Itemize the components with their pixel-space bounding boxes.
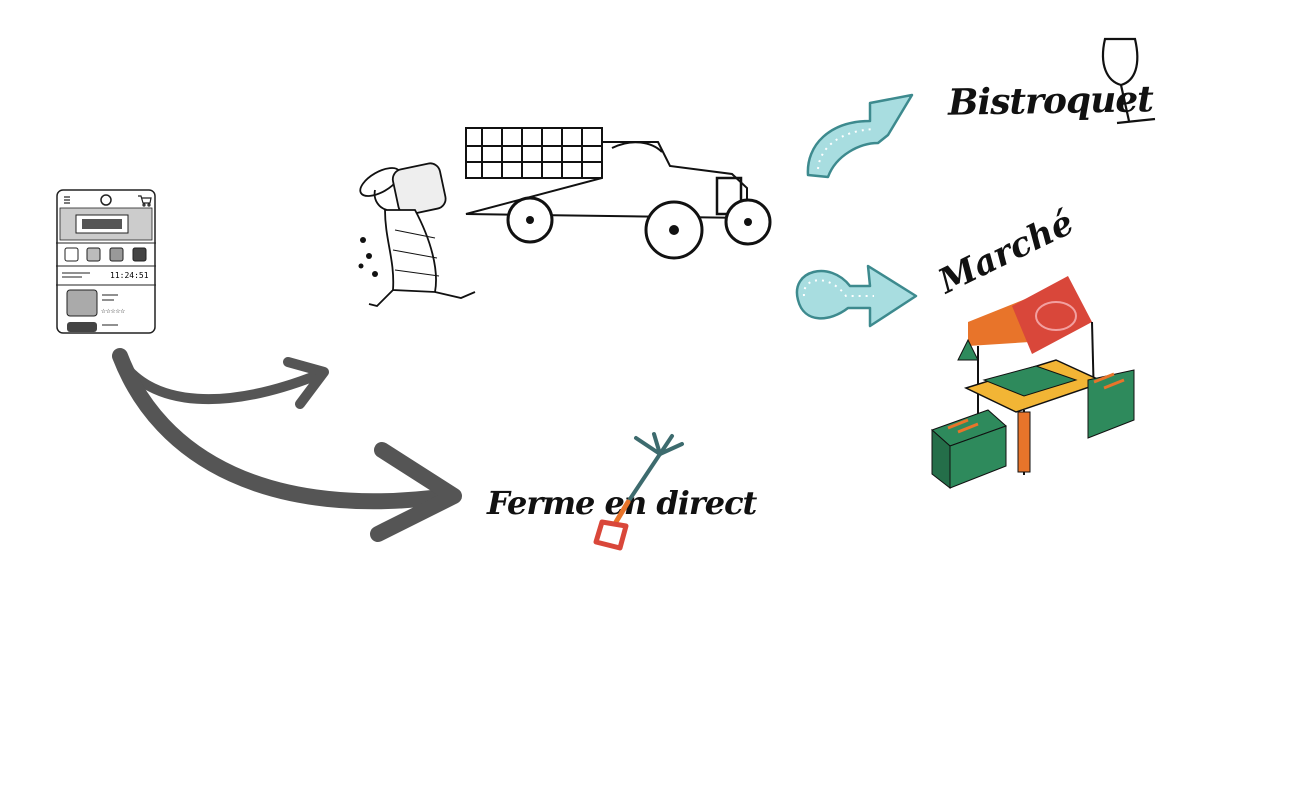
pitchfork-icon (593, 432, 684, 551)
phone-clock: 11:24:51 (110, 271, 149, 280)
arrow-to-bistroquet (806, 93, 914, 179)
farmer-illustration (358, 162, 476, 307)
arrow-to-ferme (112, 348, 462, 542)
logo-icon (100, 194, 112, 206)
cart-icon (138, 195, 152, 207)
phone-app-mockup: 11:24:51 ☆☆☆☆☆ (56, 189, 156, 334)
market-stall-illustration (931, 276, 1135, 490)
wine-glass-icon (1101, 37, 1156, 125)
truck-illustration (465, 127, 772, 260)
menu-icon (64, 196, 70, 204)
arrow-to-marche (795, 264, 918, 328)
phone-rating: ☆☆☆☆☆ (101, 306, 125, 315)
